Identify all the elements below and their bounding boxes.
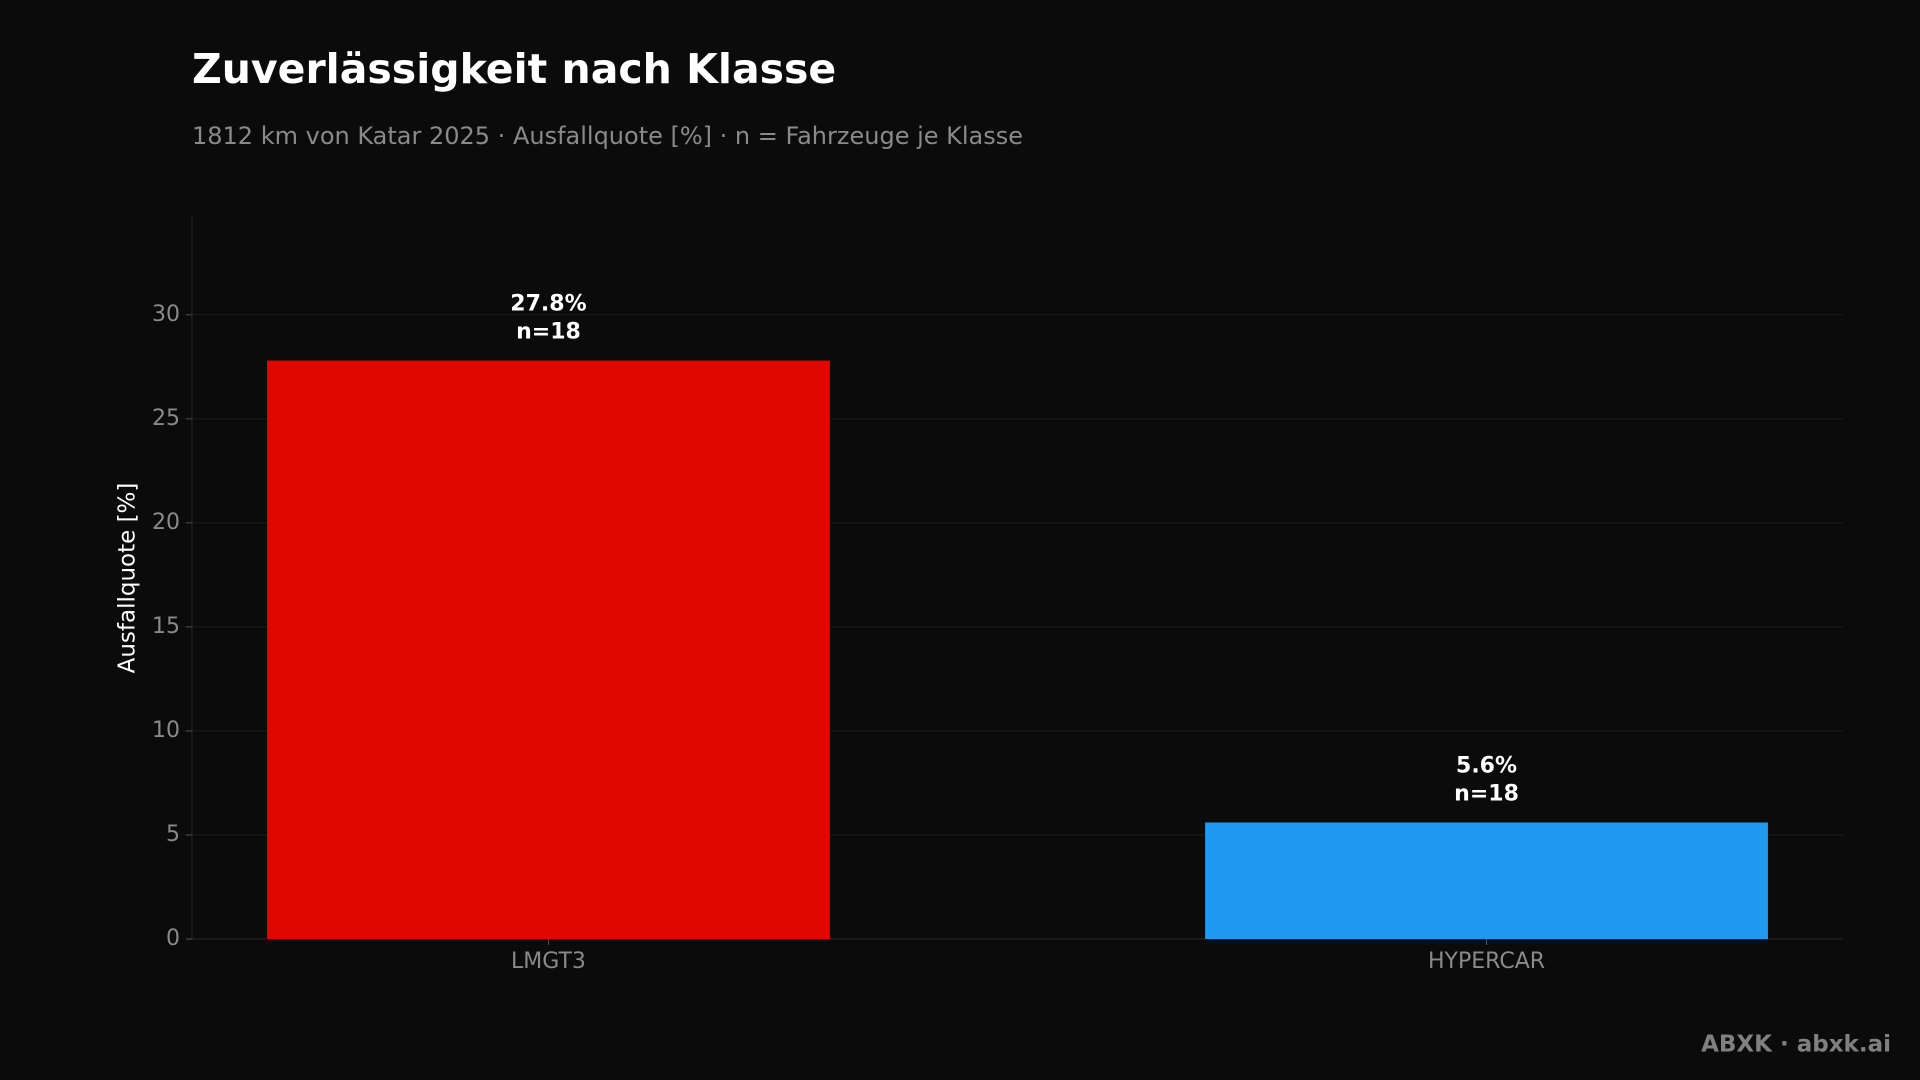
footer: ABXK · abxk.ai (1701, 1032, 1891, 1058)
y-tick-label: 25 (152, 406, 180, 431)
y-tick-label: 30 (152, 302, 180, 327)
bar (267, 360, 830, 939)
x-tick-label: LMGT3 (511, 949, 586, 974)
sample-label: n=18 (516, 320, 581, 345)
y-tick-label: 15 (152, 614, 180, 639)
y-tick-label: 5 (166, 822, 180, 847)
chart-subtitle: 1812 km von Katar 2025 · Ausfallquote [%… (192, 122, 1023, 150)
y-tick-label: 20 (152, 510, 180, 535)
y-tick-label: 0 (166, 926, 180, 951)
x-tick-label: HYPERCAR (1428, 949, 1545, 974)
sample-label: n=18 (1454, 781, 1519, 806)
value-label: 5.6% (1456, 753, 1517, 778)
y-axis-label: Ausfallquote [%] (115, 483, 141, 674)
chart-title: Zuverlässigkeit nach Klasse (192, 45, 836, 93)
y-tick-label: 10 (152, 718, 180, 743)
bar (1205, 822, 1768, 939)
value-label: 27.8% (510, 292, 586, 317)
